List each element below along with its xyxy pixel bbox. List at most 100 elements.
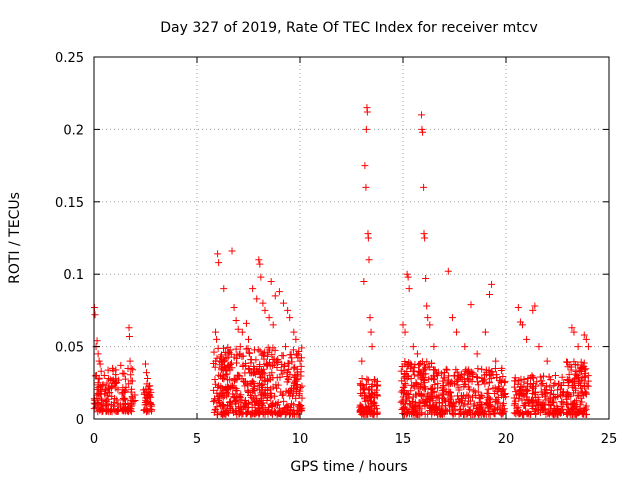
data-point (501, 377, 509, 385)
data-point (213, 335, 221, 343)
data-point (293, 410, 301, 418)
data-point (523, 395, 531, 403)
data-point (259, 384, 267, 392)
data-point (242, 378, 250, 386)
data-point (419, 128, 427, 136)
data-point (497, 377, 505, 385)
data-point (218, 364, 226, 372)
data-point (511, 374, 519, 382)
data-point (469, 393, 477, 401)
data-point (468, 377, 476, 385)
data-point (268, 402, 276, 410)
data-point (422, 396, 430, 404)
data-point (442, 365, 450, 373)
data-point (253, 295, 261, 303)
data-point (214, 382, 222, 390)
data-point (365, 256, 373, 264)
data-point (360, 409, 368, 417)
data-point (296, 384, 304, 392)
data-point (439, 377, 447, 385)
data-point (296, 403, 304, 411)
data-point (518, 321, 526, 329)
data-point (470, 402, 478, 410)
data-point (98, 396, 106, 404)
data-point (580, 331, 588, 339)
data-point (290, 379, 298, 387)
data-point (285, 376, 293, 384)
data-point (97, 386, 105, 394)
data-point (244, 345, 252, 353)
data-point (367, 402, 375, 410)
data-point (440, 368, 448, 376)
data-point (219, 344, 227, 352)
data-point (210, 386, 218, 394)
data-point (456, 406, 464, 414)
data-point (247, 359, 255, 367)
data-point (486, 400, 494, 408)
data-point (101, 390, 109, 398)
data-point (93, 399, 101, 407)
data-point (112, 384, 120, 392)
data-point (409, 410, 417, 418)
data-point (283, 368, 291, 376)
data-point (462, 366, 470, 374)
data-point (126, 357, 134, 365)
data-point (284, 403, 292, 411)
data-point (140, 389, 148, 397)
data-point (531, 389, 539, 397)
data-point (242, 319, 250, 327)
data-point (228, 400, 236, 408)
data-point (407, 387, 415, 395)
data-point (426, 407, 434, 415)
data-point (484, 396, 492, 404)
data-point (418, 111, 426, 119)
data-point (501, 379, 509, 387)
data-point (286, 407, 294, 415)
data-point (143, 400, 151, 408)
data-point (455, 386, 463, 394)
data-point (358, 357, 366, 365)
data-point (410, 371, 418, 379)
data-point (532, 399, 540, 407)
data-point (523, 382, 531, 390)
data-point (403, 270, 411, 278)
data-point (280, 299, 288, 307)
data-point (515, 410, 523, 418)
data-point (215, 259, 223, 267)
data-point (245, 349, 253, 357)
data-point (581, 369, 589, 377)
data-point (539, 380, 547, 388)
data-point (370, 404, 378, 412)
data-point (463, 391, 471, 399)
data-point (233, 387, 241, 395)
data-point (486, 290, 494, 298)
data-point (510, 394, 518, 402)
data-point (120, 370, 128, 378)
data-point (91, 311, 99, 319)
data-point (232, 345, 240, 353)
data-point (363, 108, 371, 116)
data-point (219, 401, 227, 409)
data-point (121, 386, 129, 394)
data-point (364, 376, 372, 384)
data-point (363, 375, 371, 383)
data-point (404, 273, 412, 281)
data-point (478, 365, 486, 373)
data-point (448, 314, 456, 322)
data-point (576, 368, 584, 376)
data-point (541, 405, 549, 413)
data-point (251, 383, 259, 391)
data-point (426, 363, 434, 371)
x-tick-label: 5 (193, 432, 201, 447)
data-point (553, 402, 561, 410)
data-point (474, 374, 482, 382)
data-point (417, 390, 425, 398)
data-point (145, 392, 153, 400)
data-point (579, 391, 587, 399)
data-point (288, 384, 296, 392)
data-point (103, 379, 111, 387)
data-point (128, 385, 136, 393)
data-point (256, 347, 264, 355)
data-point (457, 399, 465, 407)
data-point (515, 377, 523, 385)
